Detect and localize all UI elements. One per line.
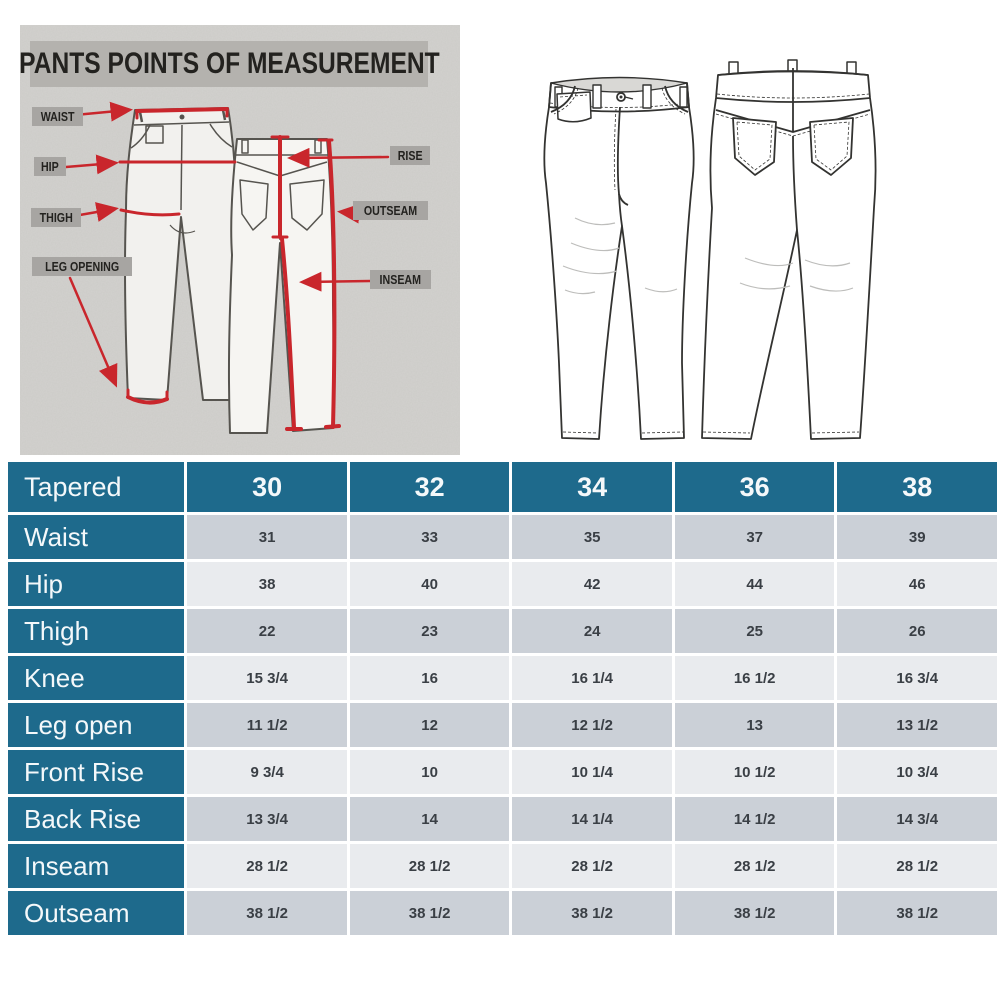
measurement-value-cell: 28 1/2 (512, 844, 672, 888)
rise-label: RISE (390, 146, 431, 165)
table-row: Thigh 22 23 24 25 26 (8, 609, 997, 653)
measurement-value-cell: 33 (349, 515, 510, 559)
measurement-value-cell: 46 (837, 562, 997, 606)
size-column-header: 34 (512, 462, 672, 512)
measurement-value-cell: 26 (837, 609, 997, 653)
inseam-label: INSEAM (370, 270, 431, 289)
measurement-value-cell: 40 (349, 562, 510, 606)
row-label: Knee (8, 656, 185, 700)
measurement-value-cell: 35 (512, 515, 672, 559)
table-row: Outseam 38 1/2 38 1/2 38 1/2 38 1/2 38 1/2 (8, 891, 997, 935)
measurement-value-cell: 13 3/4 (187, 797, 347, 841)
measurement-value-cell: 38 1/2 (674, 891, 835, 935)
measurement-lines (64, 101, 390, 431)
measurement-value-cell: 38 1/2 (349, 891, 510, 935)
row-label: Leg open (8, 703, 185, 747)
size-column-header: 30 (187, 462, 347, 512)
jeans-flats-art (543, 59, 877, 440)
measurement-value-cell: 16 3/4 (837, 656, 997, 700)
measurement-value-cell: 22 (187, 609, 347, 653)
measurement-value-cell: 38 1/2 (187, 891, 347, 935)
measurement-value-cell: 12 (349, 703, 510, 747)
measurement-value-cell: 9 3/4 (187, 750, 347, 794)
measurement-value-cell: 12 1/2 (512, 703, 672, 747)
table-row: Waist 31 33 35 37 39 (8, 515, 997, 559)
row-label: Back Rise (8, 797, 185, 841)
measurement-value-cell: 37 (674, 515, 835, 559)
size-chart-table: Tapered 30 32 34 36 38 Waist 31 33 35 37 39 Hip 38 40… (5, 459, 1000, 938)
measurement-value-cell: 38 1/2 (837, 891, 997, 935)
measurement-value-cell: 42 (512, 562, 672, 606)
measurement-value-cell: 24 (512, 609, 672, 653)
back-pants-sketch (227, 138, 335, 434)
measurement-value-cell: 25 (674, 609, 835, 653)
table-row: Knee 15 3/4 16 16 1/4 16 1/2 16 3/4 (8, 656, 997, 700)
hip-label: HIP (34, 157, 66, 176)
size-chart-body: Waist 31 33 35 37 39 Hip 38 40 42 44 46 Thigh 22 23 24 2… (8, 515, 997, 935)
diagram-title-text: PANTS POINTS OF MEASUREMENT (18, 47, 440, 80)
rise-measure-line (270, 135, 390, 239)
measurement-value-cell: 10 (349, 750, 510, 794)
size-column-header: 38 (837, 462, 997, 512)
measurement-value-cell: 39 (837, 515, 997, 559)
table-row: Hip 38 40 42 44 46 (8, 562, 997, 606)
measurement-value-cell: 10 1/4 (512, 750, 672, 794)
waist-measure-line (73, 101, 229, 122)
table-row: Inseam 28 1/2 28 1/2 28 1/2 28 1/2 28 1/2 (8, 844, 997, 888)
row-label: Outseam (8, 891, 185, 935)
measurement-value-cell: 11 1/2 (187, 703, 347, 747)
measurement-value-cell: 15 3/4 (187, 656, 347, 700)
jeans-back-view (701, 59, 877, 440)
measurement-value-cell: 38 (187, 562, 347, 606)
measurement-value-cell: 28 1/2 (674, 844, 835, 888)
measurement-value-cell: 13 1/2 (837, 703, 997, 747)
measurement-diagram-art (20, 25, 460, 455)
leg-opening-measure-line (68, 276, 169, 405)
row-label: Hip (8, 562, 185, 606)
measurement-value-cell: 14 1/4 (512, 797, 672, 841)
pants-measurement-diagram: PANTS POINTS OF MEASUREMENT WAIST HIP TH… (19, 25, 460, 455)
table-row: Front Rise 9 3/4 10 10 1/4 10 1/2 10 3/4 (8, 750, 997, 794)
measurement-value-cell: 16 (349, 656, 510, 700)
measurement-value-cell: 28 1/2 (187, 844, 347, 888)
waist-label: WAIST (32, 107, 84, 126)
measurement-value-cell: 28 1/2 (837, 844, 997, 888)
row-label: Front Rise (8, 750, 185, 794)
size-chart-header-row: Tapered 30 32 34 36 38 (8, 462, 997, 512)
measurement-value-cell: 13 (674, 703, 835, 747)
jeans-technical-flats (505, 8, 995, 453)
measurement-value-cell: 14 (349, 797, 510, 841)
measurement-value-cell: 14 3/4 (837, 797, 997, 841)
table-row: Back Rise 13 3/4 14 14 1/4 14 1/2 14 3/4 (8, 797, 997, 841)
front-pants-sketch (123, 107, 238, 401)
table-row: Leg open 11 1/2 12 12 1/2 13 13 1/2 (8, 703, 997, 747)
measurement-value-cell: 31 (187, 515, 347, 559)
row-label: Inseam (8, 844, 185, 888)
size-chart-corner-cell: Tapered (8, 462, 185, 512)
measurement-value-cell: 38 1/2 (512, 891, 672, 935)
measurement-value-cell: 16 1/4 (512, 656, 672, 700)
diagram-title: PANTS POINTS OF MEASUREMENT (19, 41, 439, 87)
hip-measure-line (64, 154, 237, 175)
row-label: Waist (8, 515, 185, 559)
outseam-label: OUTSEAM (353, 201, 428, 220)
measurement-value-cell: 16 1/2 (674, 656, 835, 700)
thigh-label: THIGH (31, 208, 82, 227)
row-label: Thigh (8, 609, 185, 653)
size-chart-header: Tapered 30 32 34 36 38 (8, 462, 997, 512)
measurement-value-cell: 10 3/4 (837, 750, 997, 794)
outseam-measure-line (317, 138, 361, 429)
inseam-measure-line (280, 237, 372, 431)
leg-opening-label: LEG OPENING (32, 257, 133, 276)
size-column-header: 36 (674, 462, 835, 512)
jeans-front-view (543, 76, 695, 440)
measurement-value-cell: 28 1/2 (349, 844, 510, 888)
size-column-header: 32 (349, 462, 510, 512)
measurement-value-cell: 10 1/2 (674, 750, 835, 794)
measurement-value-cell: 23 (349, 609, 510, 653)
measurement-value-cell: 14 1/2 (674, 797, 835, 841)
measurement-value-cell: 44 (674, 562, 835, 606)
